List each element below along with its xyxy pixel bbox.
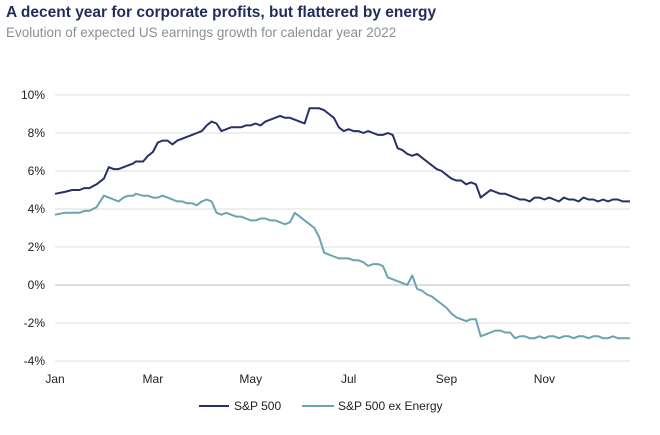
series-line: [54, 192, 630, 340]
y-tick-label: 2%: [28, 240, 46, 254]
y-tick-label: 10%: [21, 88, 45, 102]
x-tick-label: Mar: [143, 372, 164, 386]
y-tick-label: 8%: [28, 126, 46, 140]
x-tick-label: Nov: [534, 372, 555, 386]
legend-label: S&P 500: [234, 399, 281, 413]
series-line: [54, 107, 630, 203]
chart-title: A decent year for corporate profits, but…: [6, 4, 437, 21]
y-tick-label: 4%: [28, 202, 46, 216]
y-tick-label: -2%: [24, 316, 46, 330]
x-tick-label: Jul: [341, 372, 356, 386]
x-tick-label: May: [239, 372, 262, 386]
y-tick-label: -4%: [24, 354, 46, 368]
y-tick-label: 6%: [28, 164, 46, 178]
chart-subtitle: Evolution of expected US earnings growth…: [6, 25, 397, 40]
legend-label: S&P 500 ex Energy: [338, 399, 443, 413]
x-tick-label: Jan: [45, 372, 64, 386]
y-tick-label: 0%: [28, 278, 46, 292]
x-tick-label: Sep: [436, 372, 458, 386]
